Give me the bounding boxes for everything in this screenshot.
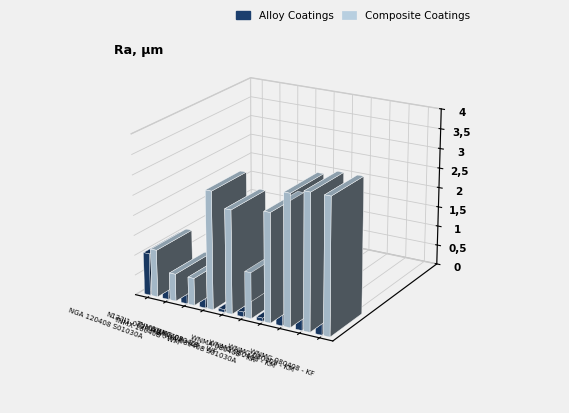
Legend: Alloy Coatings, Composite Coatings: Alloy Coatings, Composite Coatings xyxy=(234,9,472,24)
Text: Ra, μm: Ra, μm xyxy=(114,43,163,57)
